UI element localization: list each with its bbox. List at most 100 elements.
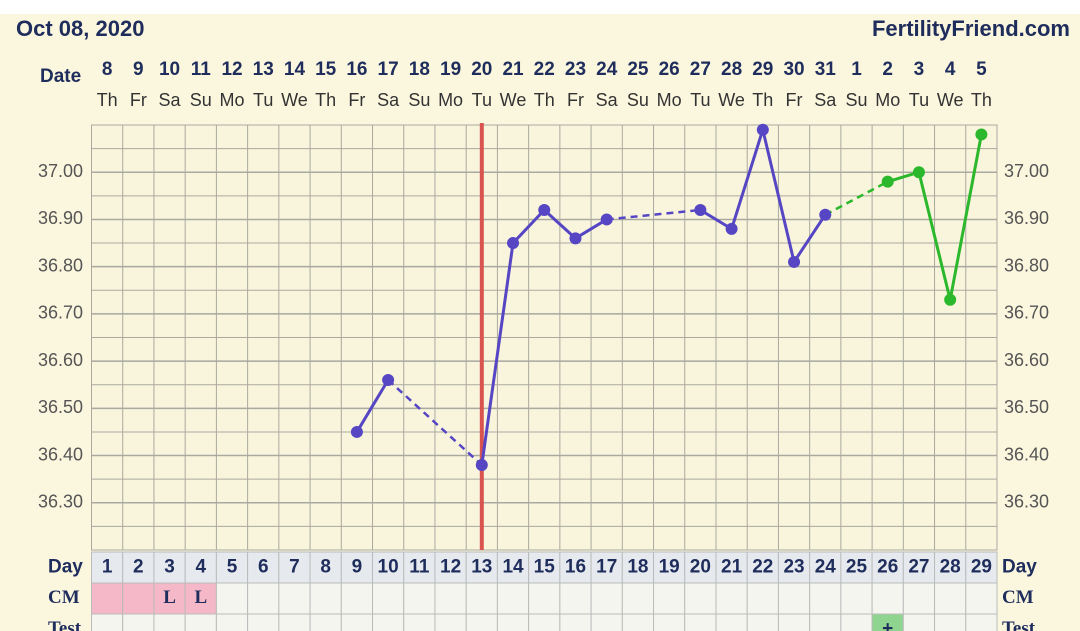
weekday-label: Th <box>971 90 992 110</box>
y-tick-label: 36.80 <box>38 255 83 275</box>
line-segment <box>730 129 765 230</box>
day-cell <box>215 551 249 584</box>
weekday-label: Fr <box>130 90 147 110</box>
cm-cell <box>215 582 249 615</box>
weekday-label: Su <box>627 90 649 110</box>
test-cell <box>403 613 436 631</box>
day-cell <box>372 551 405 584</box>
test-cell <box>965 613 998 631</box>
day-row-label: Day <box>48 557 83 578</box>
test-cell <box>934 613 967 631</box>
day-number: 16 <box>565 557 586 578</box>
cm-row-label: CM <box>48 587 80 608</box>
day-cell <box>496 551 530 584</box>
line-segment <box>543 208 577 240</box>
cm-cell <box>372 582 405 615</box>
x-axis-label: Date <box>40 66 81 87</box>
test-row-label: Test <box>48 618 82 631</box>
day-number: 25 <box>846 557 868 578</box>
day-cell <box>902 551 936 584</box>
x-tick-label: 27 <box>690 59 711 80</box>
cm-cell <box>122 582 155 615</box>
data-point <box>725 222 738 235</box>
cm-cell <box>746 582 779 615</box>
data-point <box>600 213 613 226</box>
x-tick-label: 9 <box>133 59 144 80</box>
day-cell <box>184 551 217 584</box>
day-number: 5 <box>227 557 238 578</box>
day-row-label-right: Day <box>1002 557 1037 578</box>
weekday-label: Mo <box>657 90 682 110</box>
data-point <box>507 237 520 250</box>
test-cell <box>777 613 811 631</box>
weekday-label: We <box>937 90 964 110</box>
day-cell <box>809 551 842 584</box>
cm-cell <box>340 582 374 615</box>
cm-cell <box>809 582 842 615</box>
day-cell <box>934 551 967 584</box>
test-cell <box>715 613 748 631</box>
cm-row-label-right: CM <box>1002 587 1034 608</box>
cm-cell <box>309 582 342 615</box>
day-number: 23 <box>783 557 804 578</box>
cm-cell <box>465 582 498 615</box>
day-cell <box>309 551 342 584</box>
test-cell <box>590 613 623 631</box>
x-tick-label: 28 <box>721 59 742 80</box>
x-tick-label: 2 <box>882 59 893 80</box>
x-tick-label: 24 <box>596 59 618 80</box>
test-cell <box>840 613 873 631</box>
test-cell <box>559 613 592 631</box>
line-segment <box>574 218 608 240</box>
line-segment <box>917 171 952 301</box>
y-tick-label-right: 36.60 <box>1004 350 1049 370</box>
day-number: 13 <box>471 557 492 578</box>
x-tick-label: 1 <box>851 59 862 80</box>
cm-cell <box>684 582 717 615</box>
day-number: 4 <box>195 557 206 578</box>
cm-cell <box>91 582 124 615</box>
chart-date: Oct 08, 2020 <box>16 16 144 41</box>
cm-cell <box>965 582 998 615</box>
data-point <box>912 166 925 179</box>
cm-cell <box>528 582 561 615</box>
cm-cell <box>653 582 686 615</box>
y-tick-label: 36.30 <box>38 492 83 512</box>
test-cell <box>91 613 124 631</box>
test-cell <box>902 613 936 631</box>
line-segment <box>355 379 390 433</box>
grid: 36.30 36.30 36.40 36.40 36.50 36.50 36.60 36.60… <box>38 59 1049 551</box>
marks <box>350 123 988 550</box>
y-tick-label-right: 36.80 <box>1004 255 1049 275</box>
x-tick-label: 8 <box>102 59 113 80</box>
weekday-label: We <box>500 90 527 110</box>
dashed-connector <box>387 379 483 466</box>
weekday-label: Su <box>845 90 867 110</box>
y-tick-label-right: 36.50 <box>1004 397 1049 417</box>
test-cell <box>340 613 374 631</box>
line-segment <box>480 242 515 466</box>
day-number: 27 <box>908 557 929 578</box>
y-tick-label: 36.40 <box>38 444 83 464</box>
x-tick-label: 16 <box>346 59 367 80</box>
site-name: FertilityFriend.com <box>872 16 1070 41</box>
test-value: + <box>882 619 893 631</box>
x-tick-label: 25 <box>627 59 649 80</box>
cm-cell <box>715 582 748 615</box>
y-tick-label-right: 37.00 <box>1004 161 1049 181</box>
x-tick-label: 17 <box>378 59 399 80</box>
x-tick-label: 19 <box>440 59 461 80</box>
y-tick-label-right: 36.70 <box>1004 303 1049 323</box>
y-tick-label: 37.00 <box>38 161 83 181</box>
day-number: 3 <box>164 557 175 578</box>
weekday-label: Th <box>97 90 118 110</box>
weekday-label: Th <box>315 90 336 110</box>
day-cell <box>122 551 155 584</box>
x-tick-label: 14 <box>284 59 306 80</box>
weekday-label: Su <box>408 90 430 110</box>
day-cell <box>153 551 186 584</box>
cm-cell <box>621 582 655 615</box>
weekday-label: We <box>718 90 745 110</box>
line-segment <box>699 208 733 231</box>
x-tick-label: 4 <box>945 59 956 80</box>
